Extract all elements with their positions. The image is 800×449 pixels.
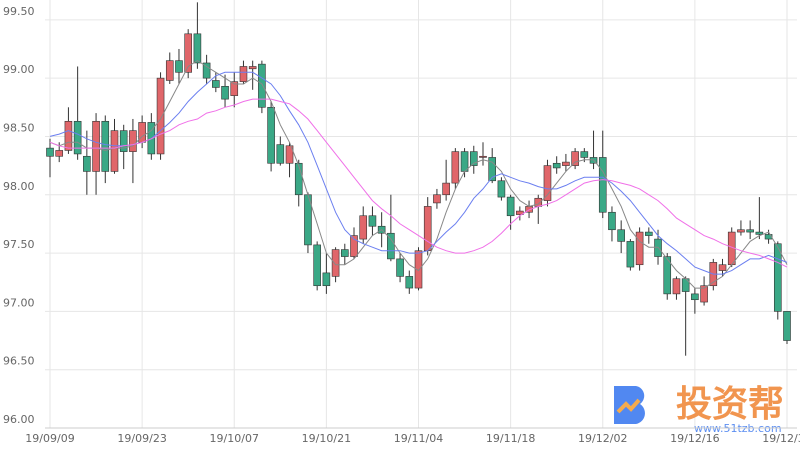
candle-body <box>755 231 764 235</box>
candle-body <box>350 235 358 257</box>
moving-average-line <box>49 60 788 289</box>
candle-body <box>129 130 137 152</box>
y-tick-label: 99.00 <box>3 63 35 76</box>
watermark: 投资帮 www.51tzb.com <box>614 384 784 435</box>
candle-body <box>516 210 524 215</box>
y-tick-label: 97.00 <box>3 296 35 309</box>
candle-body <box>248 66 257 70</box>
candle-body <box>239 66 248 82</box>
candle-body <box>313 244 321 287</box>
candle-body <box>92 120 100 172</box>
candle-body <box>331 249 340 277</box>
candle-body <box>773 243 782 312</box>
candle-body <box>387 232 395 260</box>
candle-body <box>562 161 570 166</box>
candle-body <box>46 147 54 157</box>
candle-body <box>55 150 64 157</box>
candle-body <box>322 272 331 287</box>
candle-body <box>571 151 579 166</box>
candle-body <box>276 144 285 164</box>
candle-body <box>746 229 754 233</box>
candle-body <box>156 77 165 155</box>
candle-body <box>598 157 607 213</box>
candle-body <box>101 120 110 172</box>
candle-body <box>645 231 653 236</box>
candle-body <box>175 60 183 73</box>
candle-body <box>396 258 404 277</box>
candle-body <box>783 311 791 341</box>
moving-average-line <box>49 71 788 275</box>
moving-average-line <box>49 98 788 268</box>
candle-body <box>700 285 708 303</box>
watermark-logo-arrow <box>616 398 641 414</box>
candle-body <box>193 33 202 64</box>
x-tick-label: 19/12/02 <box>578 432 627 445</box>
candle-body <box>506 196 515 217</box>
candle-body <box>626 241 635 268</box>
candle-body <box>764 234 773 240</box>
x-tick-label: 19/10/21 <box>302 432 351 445</box>
candle-body <box>442 182 450 196</box>
candle-body <box>184 33 192 73</box>
candle-body <box>608 211 616 231</box>
candle-body <box>258 63 266 108</box>
candle-body <box>405 276 414 289</box>
x-tick-label: 19/12/30 <box>762 432 800 445</box>
candle-body <box>230 81 239 96</box>
x-tick-label: 19/12/16 <box>670 432 719 445</box>
candle-body <box>672 278 681 295</box>
candle-body <box>497 180 506 198</box>
candle-body <box>414 250 423 289</box>
candle-body <box>267 106 275 164</box>
candle-body <box>110 130 119 172</box>
candle-body <box>718 264 727 271</box>
candle-body <box>73 120 82 155</box>
candle-body <box>340 249 349 257</box>
candle-body <box>617 229 625 242</box>
y-tick-label: 96.00 <box>3 413 35 426</box>
candle-body <box>202 62 211 79</box>
candle-body <box>368 215 377 227</box>
candle-body <box>635 231 644 266</box>
candle-body <box>285 145 294 164</box>
watermark-brand: 投资帮 <box>676 384 784 425</box>
candle-body <box>543 165 552 201</box>
candle-body <box>64 120 73 151</box>
candle-body <box>691 293 699 301</box>
candle-body <box>119 130 128 152</box>
candle-body <box>83 155 91 172</box>
candle-body <box>359 215 368 240</box>
candle-body <box>221 85 229 100</box>
y-tick-label: 98.00 <box>3 180 35 193</box>
candle-body <box>433 194 441 204</box>
x-tick-label: 19/10/07 <box>210 432 259 445</box>
candle-body <box>580 151 589 158</box>
candle-body <box>479 155 487 158</box>
x-tick-label: 19/09/09 <box>25 432 74 445</box>
x-tick-label: 19/11/04 <box>394 432 443 445</box>
candle-body <box>212 80 220 88</box>
candle-body <box>165 60 174 81</box>
candle-body <box>423 206 432 252</box>
y-tick-label: 96.50 <box>3 355 35 368</box>
candle-body <box>552 162 561 169</box>
candle-body <box>469 151 478 166</box>
y-tick-label: 99.50 <box>3 5 35 18</box>
candle-body <box>451 151 460 184</box>
candle-body <box>488 157 497 182</box>
candle-body <box>460 151 469 172</box>
candle-body <box>737 229 745 233</box>
y-tick-label: 98.50 <box>3 121 35 134</box>
x-tick-label: 19/11/18 <box>486 432 535 445</box>
candle-body <box>663 256 672 295</box>
candle-body <box>294 162 303 196</box>
y-tick-label: 97.50 <box>3 238 35 251</box>
x-tick-label: 19/09/23 <box>117 432 166 445</box>
